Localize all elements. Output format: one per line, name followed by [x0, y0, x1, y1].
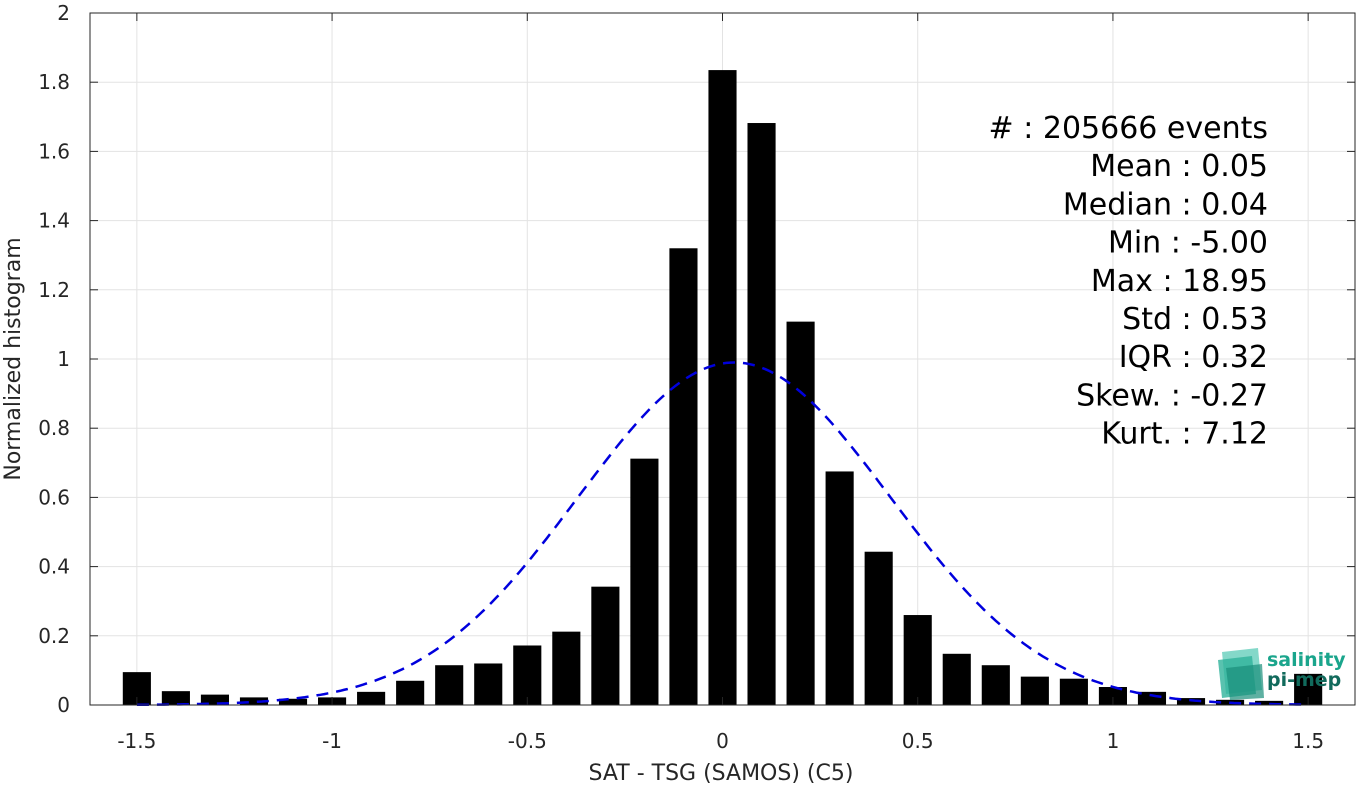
histogram-bar [1176, 698, 1206, 705]
x-tick-label: -1.5 [117, 729, 156, 753]
histogram-bar [825, 471, 854, 705]
histogram-bar [1098, 687, 1127, 705]
histogram-bar [708, 70, 737, 706]
histogram-bar [591, 586, 620, 705]
y-tick-label: 1.4 [38, 209, 70, 233]
stat-line: Kurt. : 7.12 [1101, 417, 1268, 452]
y-tick-label: 2 [57, 1, 70, 25]
histogram-bar [552, 631, 581, 705]
gaussian-fit-curve [136, 361, 1309, 707]
histogram-bar [1059, 678, 1088, 705]
x-tick-label: 0 [716, 729, 729, 753]
histogram-bar [239, 697, 269, 705]
histogram-bar [981, 665, 1010, 705]
y-tick-label: 0.2 [38, 624, 70, 648]
stat-line: Skew. : -0.27 [1076, 378, 1268, 413]
histogram-bar [864, 551, 893, 705]
y-tick-label: 1.8 [38, 70, 70, 94]
y-tick-label: 1 [57, 347, 70, 371]
stat-line: # : 205666 events [989, 111, 1268, 146]
y-tick-label: 0.8 [38, 416, 70, 440]
stat-line: Mean : 0.05 [1090, 149, 1268, 184]
logo-icon [1218, 648, 1264, 700]
histogram-bar [513, 645, 542, 705]
x-tick-label: 1 [1107, 729, 1120, 753]
logo-line-2: pi-mep [1267, 669, 1341, 691]
x-tick-label: -1 [322, 729, 342, 753]
stat-line: Std : 0.53 [1122, 302, 1268, 337]
y-tick-label: 0 [57, 693, 70, 717]
histogram-bar [435, 665, 464, 705]
histogram-bar [357, 691, 386, 705]
x-tick-label: 0.5 [902, 729, 934, 753]
histogram-bar [942, 653, 971, 705]
histogram-bar [474, 663, 503, 705]
histogram-bar [396, 680, 425, 705]
histogram-bar [278, 698, 308, 705]
y-tick-label: 0.6 [38, 485, 70, 509]
x-tick-label: 1.5 [1292, 729, 1324, 753]
histogram-bar [1020, 676, 1049, 705]
histogram-bar [200, 694, 229, 705]
y-axis-label: Normalized histogram [1, 237, 26, 480]
x-axis-ticks: -1.5 -1 -0.5 0 0.5 1 1.5 [117, 13, 1324, 753]
stat-line: IQR : 0.32 [1119, 340, 1268, 375]
stat-line: Min : -5.00 [1108, 226, 1268, 261]
histogram-bar [786, 321, 815, 705]
histogram-bar [903, 615, 932, 705]
histogram-bar [747, 123, 776, 705]
x-tick-label: -0.5 [508, 729, 547, 753]
x-axis-label: SAT - TSG (SAMOS) (C5) [589, 761, 854, 785]
y-tick-label: 1.6 [38, 139, 70, 163]
y-tick-label: 1.2 [38, 278, 70, 302]
histogram-bar [669, 248, 698, 705]
stat-line: Max : 18.95 [1091, 264, 1268, 299]
histogram-bar [1255, 700, 1284, 705]
salinity-pimep-logo: salinity pi-mep [1218, 648, 1346, 700]
stat-line: Median : 0.04 [1063, 187, 1268, 222]
y-axis-ticks: 0 0.2 0.4 0.6 0.8 1 1.2 1.4 1.6 1.8 2 [38, 1, 1355, 717]
histogram-bar [630, 458, 659, 705]
histogram-bar [161, 691, 190, 705]
logo-line-1: salinity [1267, 649, 1346, 671]
histogram-bar [1137, 691, 1167, 705]
y-tick-label: 0.4 [38, 555, 70, 579]
